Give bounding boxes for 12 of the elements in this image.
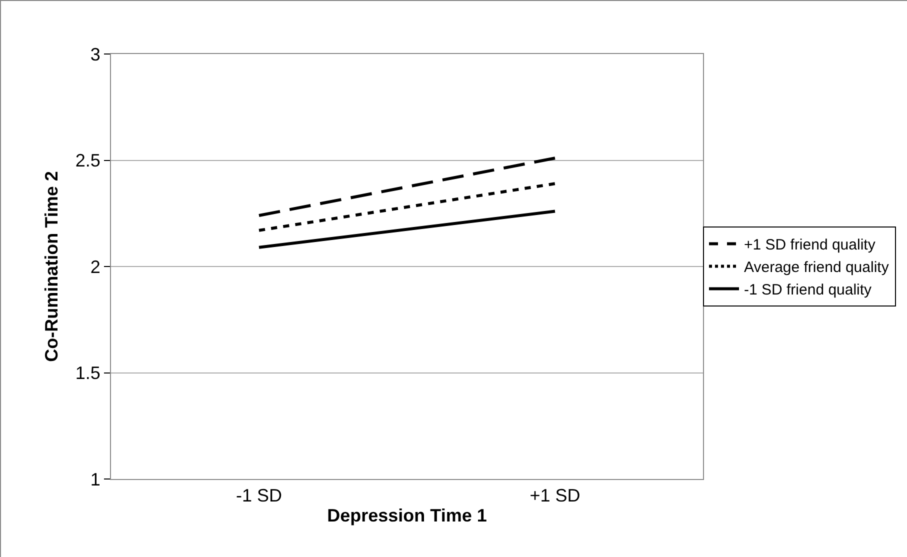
y-tick-label: 3 xyxy=(90,44,100,64)
x-axis-title: Depression Time 1 xyxy=(327,506,487,526)
legend-label: Average friend quality xyxy=(744,259,890,276)
x-tick-label: -1 SD xyxy=(236,486,282,506)
y-tick-label: 1.5 xyxy=(75,363,100,384)
y-tick-label: 2 xyxy=(90,256,100,277)
y-tick-label: 1 xyxy=(90,469,100,490)
x-tick-label: +1 SD xyxy=(530,486,580,506)
legend-label: -1 SD friend quality xyxy=(744,282,872,299)
y-tick-label: 2.5 xyxy=(75,150,100,171)
legend-label: +1 SD friend quality xyxy=(744,236,876,254)
y-axis-title: Co-Rumination Time 2 xyxy=(42,171,62,362)
